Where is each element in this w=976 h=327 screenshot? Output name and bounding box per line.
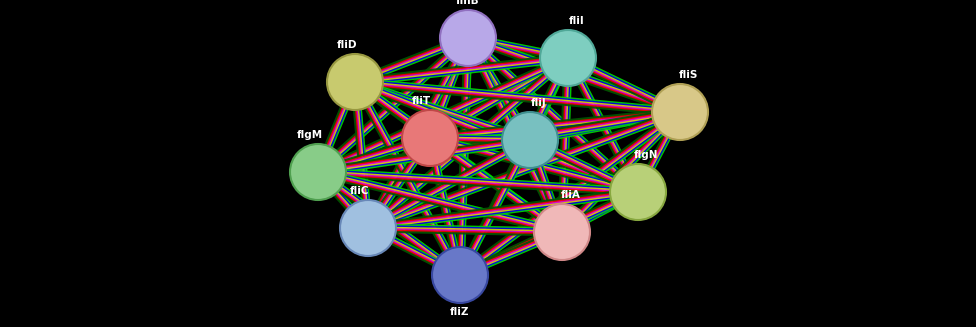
Text: flgN: flgN: [634, 150, 659, 160]
Circle shape: [540, 30, 596, 86]
Circle shape: [502, 112, 558, 168]
Circle shape: [432, 247, 488, 303]
Circle shape: [440, 10, 496, 66]
Circle shape: [402, 110, 458, 166]
Circle shape: [340, 200, 396, 256]
Text: flhB: flhB: [456, 0, 480, 6]
Text: fliT: fliT: [412, 96, 431, 106]
Text: fliS: fliS: [678, 70, 698, 80]
Circle shape: [610, 164, 666, 220]
Circle shape: [534, 204, 590, 260]
Text: fliI: fliI: [569, 16, 585, 26]
Circle shape: [652, 84, 708, 140]
Text: fliJ: fliJ: [531, 98, 547, 108]
Text: fliC: fliC: [349, 186, 369, 196]
Text: flgM: flgM: [297, 130, 323, 140]
Text: fliA: fliA: [560, 190, 581, 200]
Text: fliD: fliD: [337, 40, 357, 50]
Text: fliZ: fliZ: [450, 307, 469, 317]
Circle shape: [290, 144, 346, 200]
Circle shape: [327, 54, 383, 110]
